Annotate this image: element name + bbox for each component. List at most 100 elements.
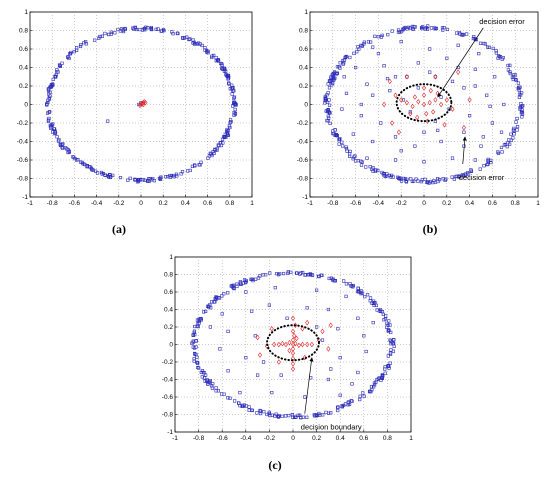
square-marker	[343, 402, 348, 406]
square-marker	[371, 321, 375, 325]
square-marker	[82, 162, 86, 166]
square-marker	[123, 27, 127, 31]
square-marker	[82, 41, 86, 45]
square-marker	[361, 391, 365, 395]
square-marker	[356, 316, 360, 320]
square-marker	[238, 280, 242, 284]
scatter-plot-b: -1 -0.8 -0.6 -0.4 -0.2 0 0.2 0.4 0.6 0.8 1 -1 -0.8 -0…	[297, 9, 540, 207]
square-marker	[436, 128, 440, 132]
square-marker	[392, 338, 396, 342]
square-marker	[80, 160, 84, 165]
diamond-marker	[290, 315, 296, 321]
square-marker	[256, 276, 261, 280]
square-marker	[359, 289, 363, 293]
square-marker	[244, 290, 248, 294]
square-marker	[350, 399, 354, 403]
diamond-marker	[390, 120, 395, 126]
square-marker	[315, 413, 319, 418]
square-marker	[514, 78, 518, 82]
diamond-marker	[427, 99, 432, 106]
square-marker	[191, 345, 195, 349]
square-marker	[226, 396, 230, 400]
square-marker	[253, 334, 257, 338]
square-marker	[118, 29, 123, 33]
square-marker	[264, 273, 268, 277]
square-marker	[326, 114, 330, 118]
square-marker	[58, 63, 62, 68]
square-marker	[267, 303, 271, 307]
x-tick-label: -0.6	[350, 200, 362, 207]
square-marker	[389, 175, 393, 179]
square-marker	[48, 124, 52, 128]
square-marker	[513, 77, 518, 82]
diamond-marker	[416, 99, 421, 105]
square-marker	[338, 356, 342, 360]
square-marker	[53, 129, 57, 133]
square-marker	[53, 74, 57, 78]
square-marker	[387, 364, 391, 369]
diamond-marker	[433, 74, 438, 80]
square-marker	[512, 73, 516, 77]
square-marker	[202, 310, 206, 314]
diamond-marker	[382, 101, 387, 108]
square-marker	[307, 272, 311, 277]
square-marker	[310, 273, 315, 277]
diamond-marker	[326, 346, 331, 352]
square-marker	[151, 177, 155, 181]
square-marker	[258, 411, 263, 416]
square-marker	[55, 135, 59, 139]
square-marker	[67, 150, 71, 154]
square-marker	[501, 56, 505, 60]
square-marker	[118, 175, 123, 180]
square-marker	[413, 144, 417, 148]
scatter-plot-a: -1 -0.8 -0.6 -0.4 -0.2 0 0.2 0.4 0.6 0.8 1 -1 -0.8 -0…	[17, 9, 254, 207]
square-marker	[341, 144, 345, 148]
x-tick-label: 0.6	[359, 435, 368, 442]
diamond-marker	[280, 340, 285, 347]
y-tick-label: 1	[24, 9, 28, 16]
square-marker	[212, 300, 216, 304]
square-marker	[327, 98, 331, 102]
square-marker	[356, 370, 360, 375]
square-marker	[371, 169, 375, 173]
square-marker	[508, 63, 512, 67]
square-marker	[328, 111, 332, 115]
square-marker	[380, 376, 384, 380]
diamond-marker	[305, 341, 310, 348]
square-marker	[450, 79, 455, 83]
x-tick-label: 0.4	[465, 200, 474, 207]
square-marker	[335, 406, 340, 410]
square-marker	[368, 165, 372, 169]
y-tick-label: 0.2	[299, 83, 308, 90]
y-tick-label: 0.8	[299, 28, 308, 35]
square-marker	[379, 309, 383, 313]
square-marker	[350, 284, 354, 288]
diamond-marker	[456, 69, 461, 75]
diamond-marker	[421, 85, 427, 91]
square-marker	[380, 170, 384, 175]
x-tick-label: 0	[422, 200, 426, 207]
square-marker	[131, 26, 135, 30]
square-marker	[95, 171, 100, 175]
square-marker	[197, 163, 201, 167]
square-marker	[52, 127, 57, 131]
square-marker	[66, 55, 70, 59]
square-marker	[350, 382, 354, 386]
diamond-marker	[290, 337, 296, 343]
square-marker	[191, 340, 195, 344]
x-tick-label: -0.2	[396, 200, 408, 207]
square-marker	[290, 413, 295, 417]
square-marker	[386, 33, 390, 37]
square-marker	[226, 81, 231, 85]
square-marker	[192, 329, 197, 333]
square-marker	[348, 282, 352, 286]
square-marker	[485, 93, 489, 97]
square-marker	[505, 145, 509, 149]
square-marker	[327, 110, 331, 114]
square-marker	[235, 282, 239, 286]
x-tick-label: -0.6	[69, 200, 81, 207]
square-marker	[293, 415, 297, 419]
square-marker	[193, 42, 197, 46]
square-marker	[279, 373, 283, 377]
square-marker	[358, 394, 362, 398]
